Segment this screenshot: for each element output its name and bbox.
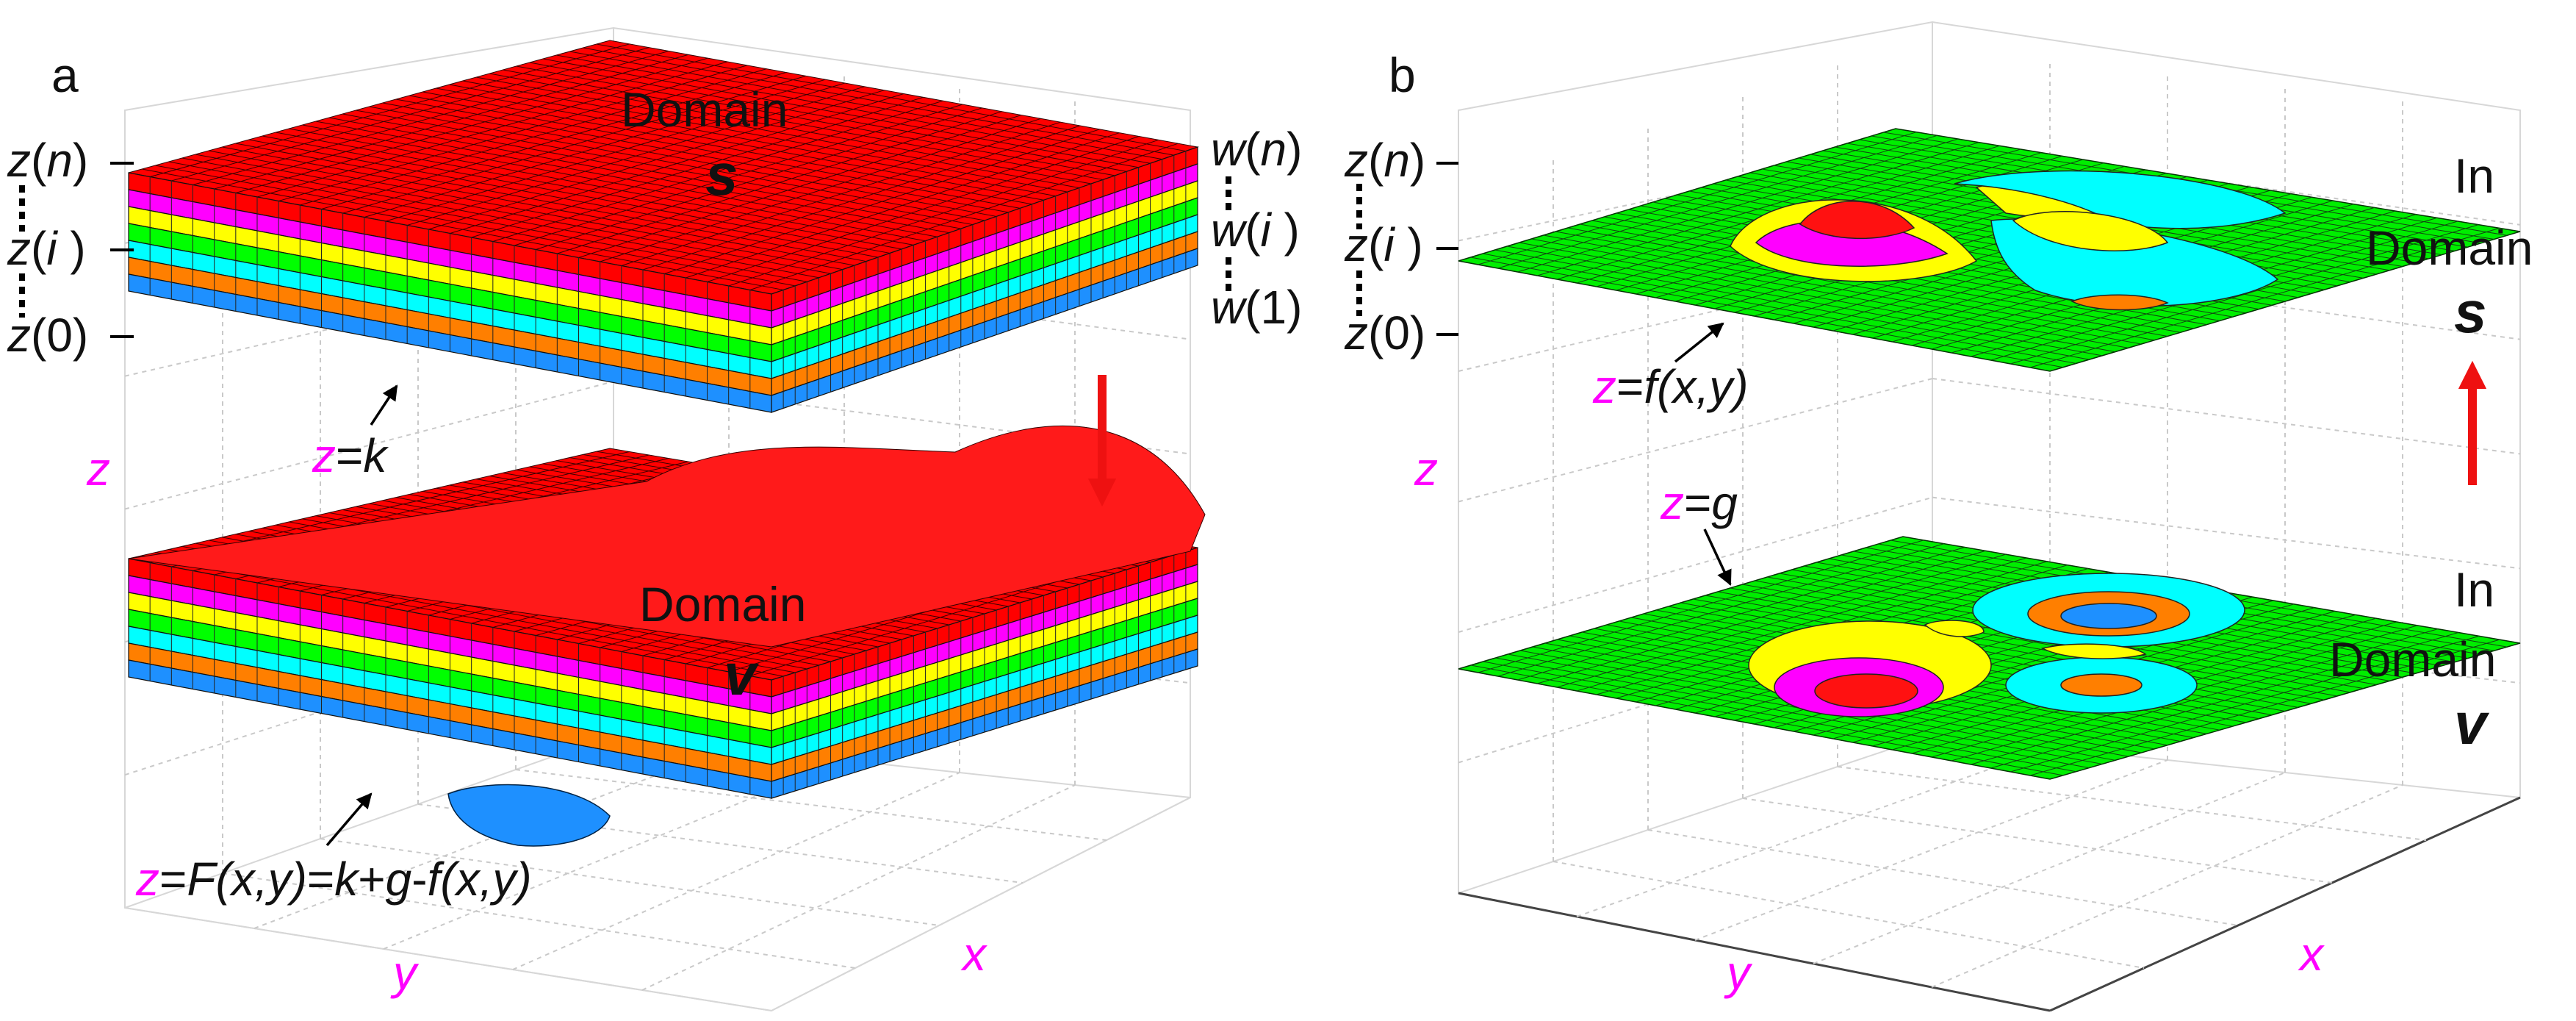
eq-f-arrow	[1674, 322, 1724, 363]
dip-orange	[2070, 294, 2169, 311]
contour-yellow-mid	[2040, 643, 2147, 659]
in-domain-v-in: In	[2454, 562, 2494, 617]
panel-b-box-grid	[1458, 21, 2521, 1012]
eq-z-equals-g: z=g	[1660, 476, 1738, 529]
panel-b-letter: b	[1389, 48, 1416, 102]
surface-f-plane	[1458, 128, 2521, 372]
svg-text:z(i ): z(i )	[1344, 218, 1423, 271]
svg-text:z(n): z(n)	[1344, 134, 1425, 187]
axis-y-label-b: y	[1724, 946, 1753, 999]
bump-red	[1799, 201, 1915, 240]
axis-z-label-b: z	[1414, 443, 1438, 495]
axis-z-label-a: z	[86, 443, 110, 495]
domain-s-block	[128, 40, 1199, 413]
contour-blue	[2060, 603, 2157, 629]
eq-g-arrow	[1703, 529, 1732, 586]
panel-a-box-grid	[124, 26, 1191, 1012]
panel-b-z-labels: z(n) z(i ) z(0)	[1344, 134, 1458, 359]
domain-v-surface-bump	[128, 425, 1206, 648]
contour-orange-2	[2060, 673, 2143, 697]
in-domain-s-in: In	[2454, 148, 2494, 203]
contour-red	[1814, 673, 1918, 709]
eq-z-equals-f: z=f(x,y)	[1592, 360, 1749, 413]
axis-x-label-a: x	[960, 928, 987, 981]
eq-z-equals-F: z=F(x,y)=k+g-f(x,y)	[135, 853, 532, 906]
domain-v-label: Domain	[639, 577, 806, 631]
svg-text:z(0): z(0)	[7, 309, 88, 362]
panel-a-letter: a	[51, 48, 79, 102]
panel-b: b	[1344, 21, 2533, 1012]
svg-text:w(1): w(1)	[1211, 281, 1302, 334]
svg-text:z(0): z(0)	[1344, 307, 1425, 359]
svg-text:w(i ): w(i )	[1211, 204, 1300, 257]
in-domain-v-domain: Domain	[2329, 632, 2496, 687]
domain-v-var: v	[724, 642, 760, 707]
svg-text:z(n): z(n)	[7, 134, 88, 187]
eq-k-arrow	[370, 384, 398, 426]
domain-s-var: s	[705, 142, 738, 207]
in-domain-v-var: v	[2454, 691, 2490, 756]
in-domain-s-var: s	[2454, 279, 2487, 345]
eq-z-equals-k: z=k	[312, 429, 389, 482]
surface-g-plane	[1458, 536, 2521, 780]
bump-yellow-3	[2012, 211, 2169, 251]
panel-a: a Domain s Domain v z(n) z(i ) z(0)	[7, 26, 1302, 1012]
axis-x-label-b: x	[2298, 928, 2325, 981]
svg-text:w(n): w(n)	[1211, 123, 1302, 176]
svg-text:z(i ): z(i )	[7, 222, 86, 275]
domain-s-label: Domain	[621, 82, 788, 137]
domain-v-block	[128, 425, 1206, 847]
axis-y-label-a: y	[390, 946, 420, 999]
dip-cyan-1	[1954, 170, 2287, 229]
panel-a-w-labels: w(n) w(i ) w(1)	[1211, 123, 1302, 334]
panel-a-z-labels: z(n) z(i ) z(0)	[7, 134, 134, 362]
eq-F-arrow	[325, 792, 373, 847]
in-domain-s-domain: Domain	[2366, 221, 2533, 275]
domain-v-bottom-dip	[447, 784, 611, 847]
contour-yellow-small	[1924, 620, 1985, 637]
